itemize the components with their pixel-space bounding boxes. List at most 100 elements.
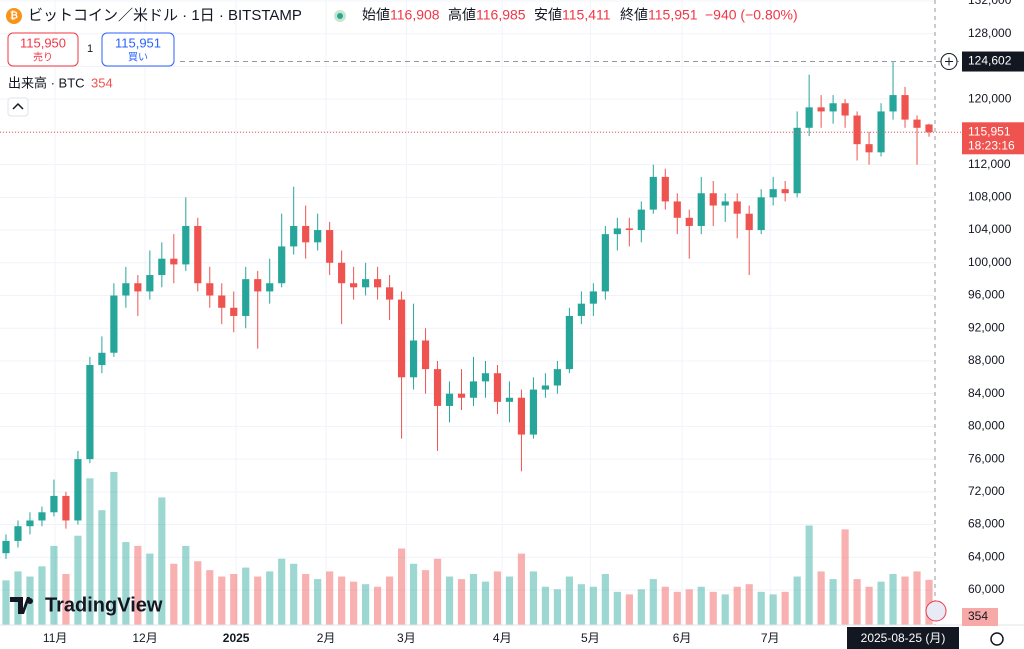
volume-bar	[362, 584, 370, 625]
volume-bar	[853, 579, 861, 625]
collapse-icon[interactable]	[12, 102, 24, 110]
candle-body	[182, 225, 190, 265]
x-tick-label: 2月	[317, 631, 336, 645]
volume-bar	[409, 563, 418, 625]
volume-bar	[421, 570, 430, 625]
symbol-title: ビットコイン／米ドル · 1日 · BITSTAMP	[28, 7, 302, 24]
high-marker-label: 124,602	[968, 54, 1012, 68]
candles	[2, 61, 933, 559]
x-tick-label: 12月	[132, 631, 157, 645]
y-tick-label: 100,000	[968, 255, 1012, 269]
volume-bar	[649, 579, 657, 625]
volume-last-box	[962, 608, 998, 626]
buy-label[interactable]: 買い	[128, 52, 148, 64]
volume-bar	[469, 573, 478, 625]
close-label: 終値	[620, 7, 648, 23]
candle-body	[421, 340, 430, 370]
add-alert-plus	[945, 57, 953, 66]
volume-bar	[2, 580, 10, 625]
low-value: 115,411	[562, 7, 611, 23]
candle-body	[805, 107, 813, 128]
x-tick-label: 2025	[223, 631, 250, 645]
sell-button[interactable]	[7, 32, 79, 67]
candle-body	[457, 393, 466, 398]
volume-bar	[709, 591, 717, 625]
volume-bar	[194, 561, 202, 625]
sell-price[interactable]: 115,950	[20, 35, 66, 50]
candle-body	[194, 225, 202, 284]
buy-price[interactable]: 115,951	[115, 35, 161, 50]
candle-body	[577, 303, 585, 316]
volume-bar	[817, 571, 825, 625]
volume-bar	[517, 553, 526, 625]
high-marker-box	[962, 51, 1024, 72]
status-dot-inner	[337, 13, 343, 19]
settings-icon[interactable]	[990, 632, 1004, 646]
cursor-date-box	[847, 627, 959, 649]
candle-body	[254, 279, 262, 292]
volume-bar	[889, 573, 897, 625]
candle-body	[242, 279, 250, 316]
flag-icon	[925, 600, 947, 622]
candle-body	[362, 279, 370, 288]
candle-body	[901, 95, 909, 120]
y-tick-label: 68,000	[968, 517, 1005, 531]
candle-body	[74, 459, 82, 521]
candle-body	[505, 397, 514, 402]
volume-bar	[110, 471, 118, 625]
volume-bar	[493, 571, 502, 625]
candle-body	[86, 365, 94, 460]
coin-icon-glyph: ₿	[10, 10, 18, 22]
volume-bar	[913, 571, 921, 625]
volume-bar	[182, 545, 190, 625]
volume-bar	[661, 586, 669, 625]
candle-body	[697, 193, 705, 226]
candle-body	[278, 246, 286, 284]
candle-body	[110, 295, 118, 353]
candle-body	[541, 385, 550, 390]
volume-bar	[62, 573, 70, 625]
quantity: 1	[87, 43, 93, 55]
volume-bar	[218, 576, 226, 625]
candle-body	[266, 283, 274, 292]
open-label: 始値	[362, 7, 390, 23]
volume-bar	[122, 542, 130, 625]
volume-bar	[338, 576, 346, 625]
candle-body	[26, 520, 34, 527]
sell-label[interactable]: 売り	[33, 51, 53, 64]
volume-bar	[601, 573, 609, 625]
volume-bar	[158, 497, 166, 625]
volume-bar	[385, 576, 394, 625]
change-value: −940 (−0.80%)	[705, 7, 798, 23]
buy-button[interactable]	[101, 32, 175, 67]
candle-body	[709, 193, 717, 206]
volume-bar	[685, 589, 693, 625]
collapse-button[interactable]	[7, 97, 29, 117]
candle-body	[529, 389, 538, 435]
volume-bar	[350, 581, 358, 625]
volume-bar	[50, 545, 58, 625]
volume-bar	[697, 586, 705, 625]
y-tick-label: 80,000	[968, 419, 1005, 433]
candle-body	[781, 189, 789, 194]
volume-bar	[98, 510, 106, 625]
candle-body	[925, 124, 933, 133]
candle-body	[2, 540, 10, 554]
candle-body	[685, 217, 693, 226]
volume-bar	[877, 581, 885, 625]
cursor-date: 2025-08-25 (月)	[861, 631, 946, 645]
volume-bar	[829, 579, 837, 625]
candle-body	[829, 103, 837, 112]
volume-bar	[302, 573, 310, 625]
volume-bar	[206, 570, 214, 625]
countdown-label: 18:23:16	[968, 138, 1015, 152]
candle-body	[374, 279, 382, 288]
volume-bar	[841, 529, 849, 625]
y-tick-label: 128,000	[968, 26, 1012, 40]
candle-body	[397, 299, 406, 378]
candle-body	[877, 111, 885, 153]
candle-body	[158, 258, 166, 276]
candle-body	[733, 201, 741, 214]
y-tick-label: 60,000	[968, 582, 1005, 596]
candle-body	[433, 369, 442, 406]
